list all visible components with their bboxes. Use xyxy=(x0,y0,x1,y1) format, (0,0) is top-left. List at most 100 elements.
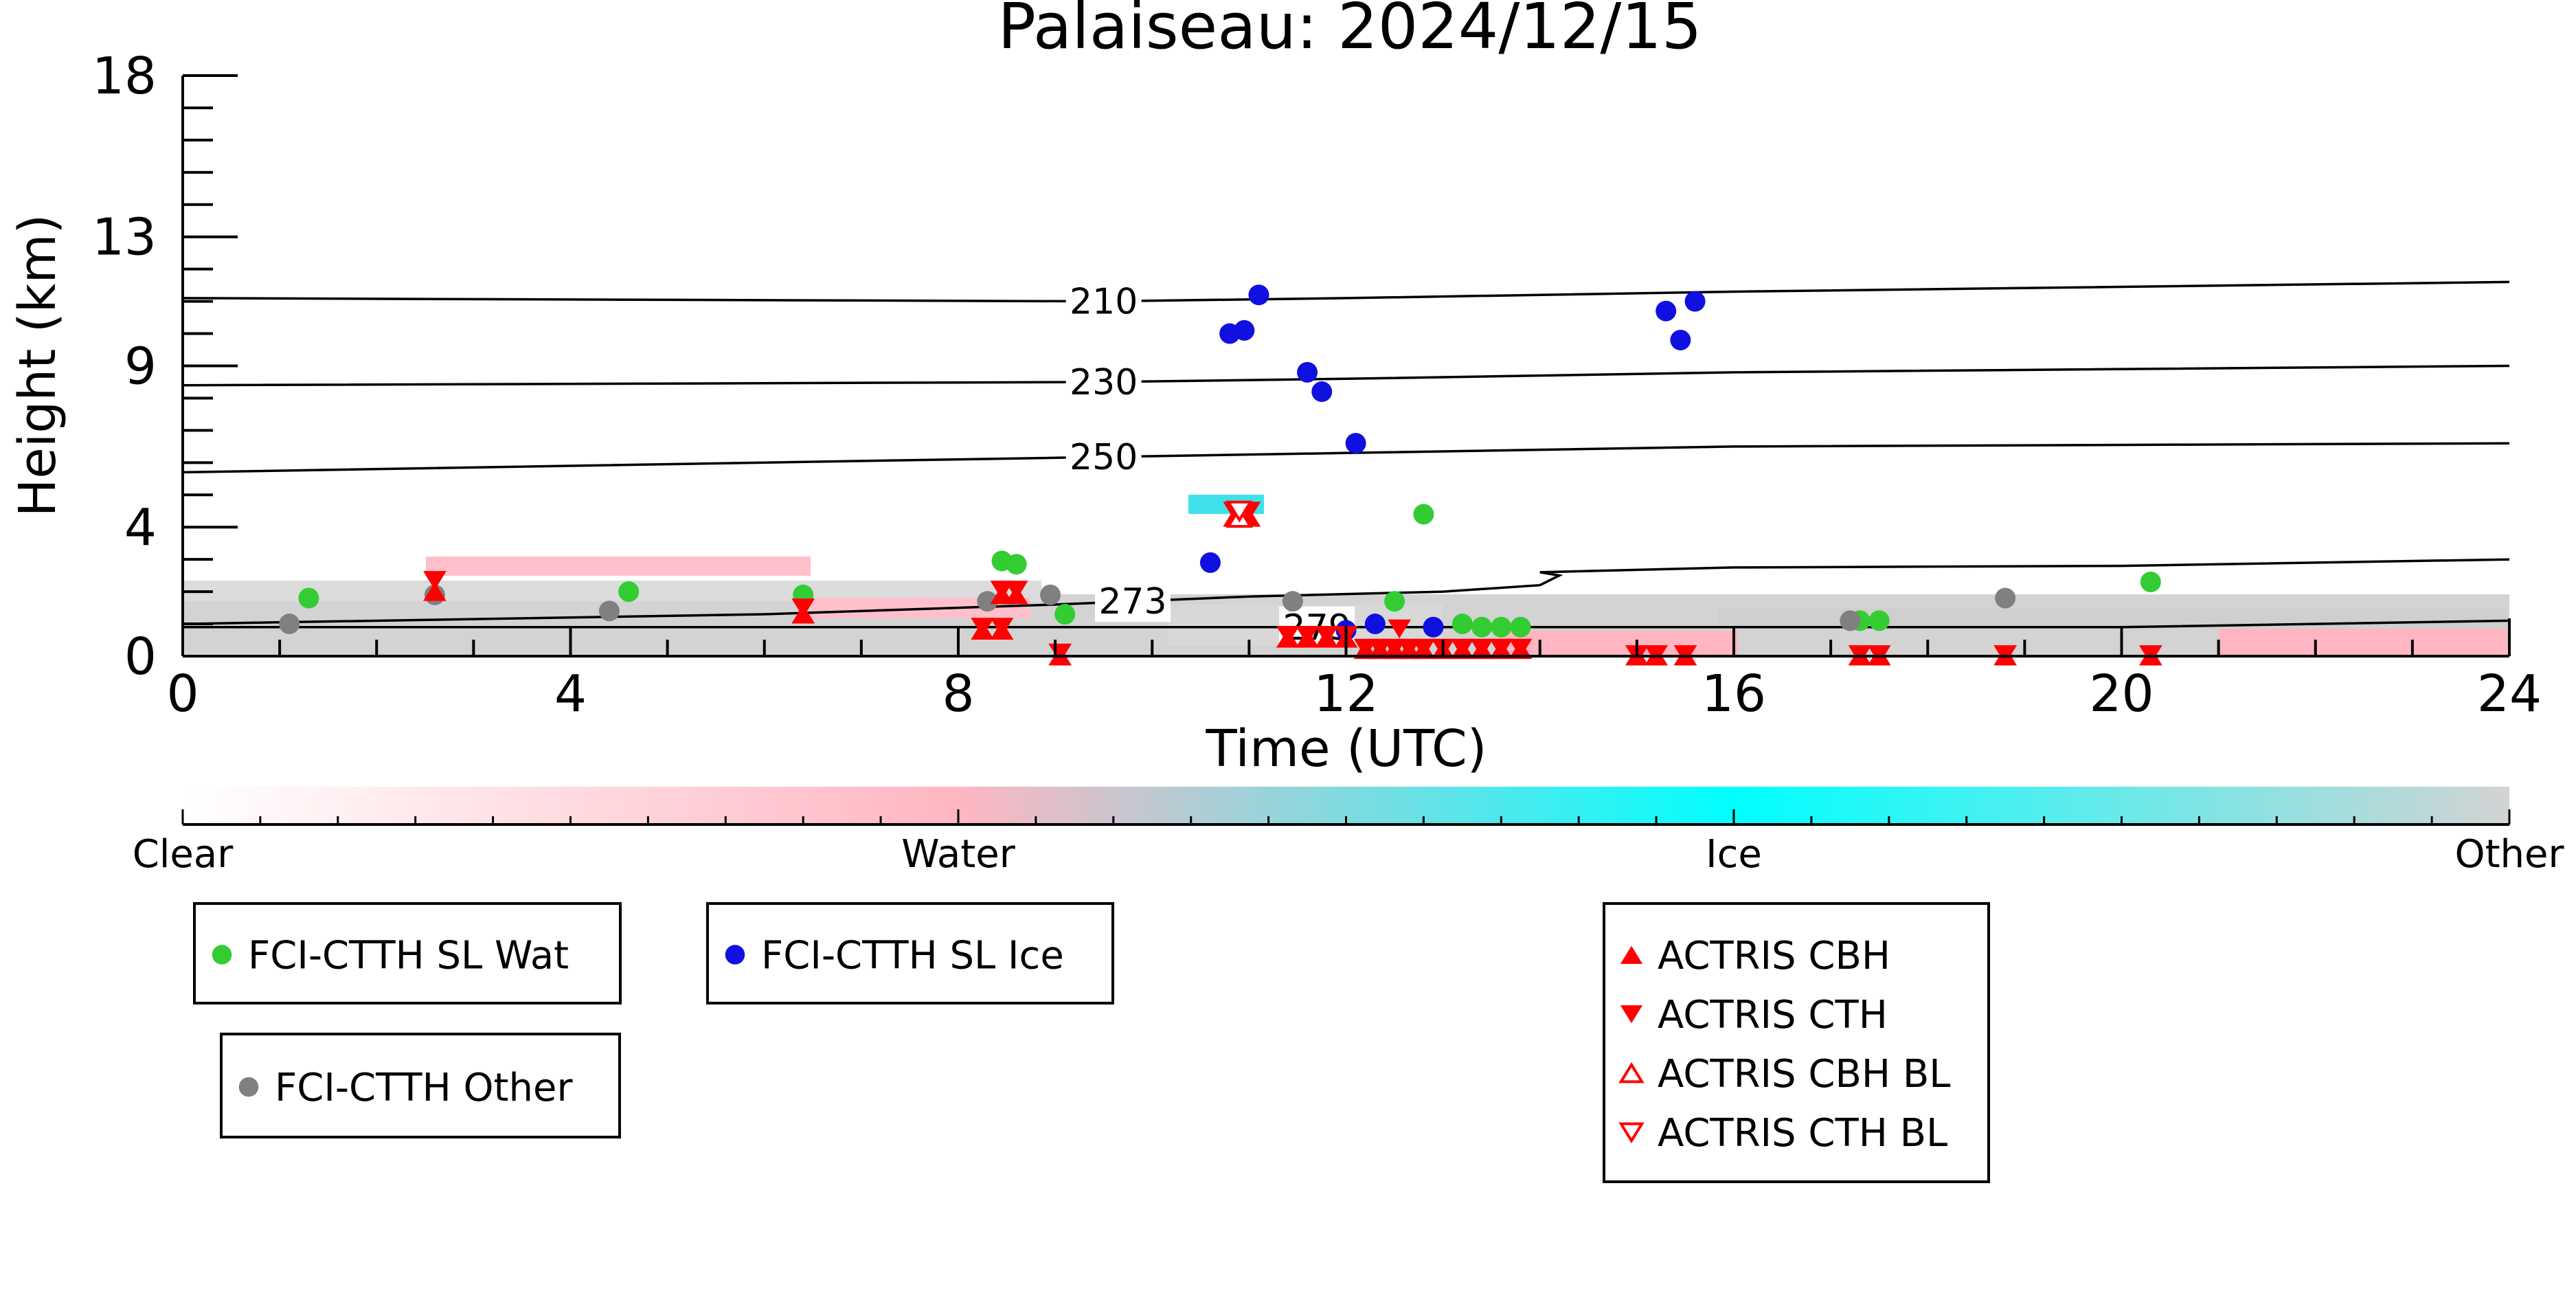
legend: FCI-CTTH SL Wat FCI-CTTH SL Ice FCI-CTTH O… xyxy=(193,902,1990,1183)
legend-swatch-fci-ctth-sl-wat xyxy=(212,945,232,965)
colorbar: Clear Water Ice Other xyxy=(133,787,2564,877)
fci-ctth-sl-wat-point xyxy=(1451,614,1473,635)
fci-ctth-sl-wat-point xyxy=(618,581,640,603)
y-tick-label: 9 xyxy=(124,337,157,396)
actris-cth-point xyxy=(971,618,995,637)
fci-ctth-sl-ice-point xyxy=(1345,433,1366,454)
x-tick-label: 24 xyxy=(2477,664,2542,723)
actris-cth-point xyxy=(1383,638,1406,658)
fci-ctth-other-point xyxy=(977,591,998,612)
isotherm-230-label: 230 xyxy=(1070,362,1138,403)
isotherm-210-label: 210 xyxy=(1070,282,1138,323)
colorbar-label-ice: Ice xyxy=(1706,832,1762,877)
x-tick-label: 20 xyxy=(2089,664,2154,723)
actris-cth-point xyxy=(1315,625,1339,645)
fci-ctth-sl-wat-point xyxy=(1868,610,1890,631)
fci-ctth-sl-wat-point xyxy=(1413,504,1434,525)
colorbar-ticks xyxy=(181,809,2511,824)
legend-swatch-actris-cth xyxy=(1620,1005,1643,1024)
legend-swatch-fci-ctth-other xyxy=(238,1077,259,1097)
fci-ctth-sl-ice-point xyxy=(1248,284,1269,306)
actris-cth-point xyxy=(1509,638,1533,658)
legend-swatch-actris-cbh xyxy=(1620,945,1643,964)
y-axis-label: Height (km) xyxy=(8,214,67,517)
legend-swatch-fci-ctth-sl-ice xyxy=(725,945,745,965)
isotherm-label-bg xyxy=(1065,361,1142,403)
actris-cth-bl-point xyxy=(1225,500,1253,523)
y-tick-label: 18 xyxy=(92,47,157,106)
fci-ctth-sl-ice-point xyxy=(1364,614,1386,635)
actris-cbh-point xyxy=(423,582,447,601)
legend-label-fci-ctth-other: FCI-CTTH Other xyxy=(275,1066,573,1110)
legend-label-actris-cth-bl: ACTRIS CTH BL xyxy=(1658,1111,1947,1156)
legend-label-fci-ctth-sl-wat: FCI-CTTH SL Wat xyxy=(248,934,569,978)
legend-box: FCI-CTTH SL Wat xyxy=(193,902,622,1004)
actris-cth-point xyxy=(1673,645,1697,664)
fci-ctth-sl-wat-point xyxy=(1006,554,1027,575)
isotherm-250-label: 250 xyxy=(1070,437,1138,478)
actris-cth-point xyxy=(1397,638,1421,658)
fci-ctth-sl-wat-point xyxy=(2140,572,2161,593)
x-tick-label: 16 xyxy=(1702,664,1766,723)
fci-ctth-other-point xyxy=(1282,591,1303,612)
fci-ctth-sl-wat-point xyxy=(1384,591,1405,612)
actris-cth-point xyxy=(1645,645,1668,664)
actris-cth-point xyxy=(1004,581,1028,600)
isotherm-210-line xyxy=(182,280,2510,303)
legend-box: FCI-CTTH SL Ice xyxy=(706,902,1114,1004)
mask-band-other-right xyxy=(1717,608,2507,629)
legend-frame xyxy=(1603,902,1990,1183)
actris-cth-point xyxy=(990,618,1014,637)
isotherm-label-bg xyxy=(1095,581,1171,622)
fci-ctth-sl-wat-point xyxy=(1510,616,1531,638)
fci-ctth-sl-wat-point xyxy=(1471,616,1493,638)
fci-ctth-other-point xyxy=(1040,584,1061,605)
actris-cth-point xyxy=(1993,645,2018,664)
fci-ctth-sl-ice-point xyxy=(1423,616,1444,638)
fci-ctth-other-point xyxy=(1995,587,2016,609)
colorbar-label-other: Other xyxy=(2454,832,2564,877)
y-tick-label: 0 xyxy=(124,627,157,686)
actris-cth-point xyxy=(1296,625,1319,645)
actris-cth-point xyxy=(990,581,1014,600)
actris-cth-point xyxy=(1388,619,1412,639)
fci-ctth-sl-ice-point xyxy=(1199,552,1221,573)
mask-band-water-center xyxy=(1498,631,1738,656)
legend-frame xyxy=(193,902,622,1004)
mask-band-water-right xyxy=(2219,629,2507,656)
isotherm-250-line xyxy=(182,442,2510,474)
legend-swatch-actris-cbh-bl xyxy=(1618,1062,1645,1084)
actris-cth-point xyxy=(1412,638,1436,658)
colorbar-label-clear: Clear xyxy=(133,832,234,877)
y-tick-label: 13 xyxy=(92,208,157,267)
legend-label-actris-cth: ACTRIS CTH xyxy=(1658,993,1888,1037)
legend-label-actris-cbh-bl: ACTRIS CBH BL xyxy=(1658,1052,1950,1097)
actris-cth-point xyxy=(2138,645,2162,664)
fci-ctth-sl-wat-point xyxy=(298,587,319,609)
y-tick-label: 4 xyxy=(124,498,157,557)
x-ticks: 0 4 8 12 16 20 24 xyxy=(166,626,2542,723)
actris-cth-point xyxy=(1848,645,1872,664)
chart-title: Palaiseau: 2024/12/15 xyxy=(998,0,1702,63)
fci-ctth-sl-ice-point xyxy=(1297,361,1318,383)
x-tick-label: 8 xyxy=(942,664,974,723)
legend-box: ACTRIS CBH ACTRIS CTH ACTRIS CBH BL ACTRIS … xyxy=(1603,902,1990,1183)
fci-ctth-other-point xyxy=(598,600,620,622)
actris-cth-point xyxy=(1276,625,1300,645)
fci-ctth-sl-ice-point xyxy=(1656,300,1677,322)
legend-frame xyxy=(220,1033,621,1138)
fci-ctth-sl-wat-point xyxy=(1054,603,1076,625)
isotherm-273-label: 273 xyxy=(1098,581,1166,622)
x-tick-label: 4 xyxy=(554,664,587,723)
actris-cth-point xyxy=(1867,645,1891,664)
isotherm-273-line xyxy=(182,558,2510,625)
actris-cth-point xyxy=(791,598,815,618)
x-tick-label: 12 xyxy=(1313,664,1378,723)
y-ticks: 0 4 9 13 18 xyxy=(92,47,238,686)
x-axis-label: Time (UTC) xyxy=(1205,719,1487,778)
fci-ctth-other-point xyxy=(1840,610,1861,631)
actris-cth-point xyxy=(1470,638,1493,658)
